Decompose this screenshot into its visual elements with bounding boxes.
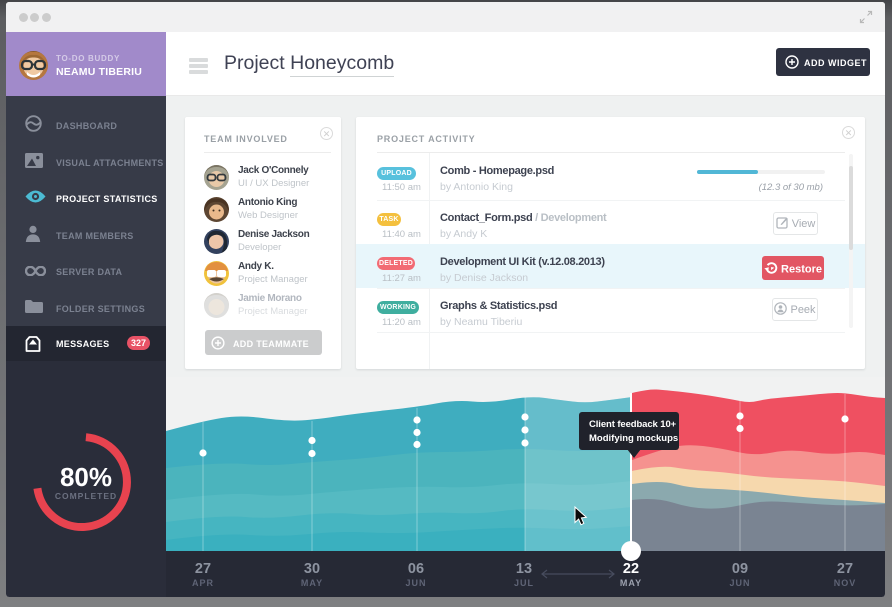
svg-text:APR: APR (192, 578, 214, 588)
svg-text:13: 13 (516, 561, 532, 577)
svg-text:30: 30 (304, 561, 320, 577)
svg-text:06: 06 (408, 561, 424, 577)
svg-text:Modifying mockups: Modifying mockups (589, 433, 678, 444)
svg-text:MAY: MAY (620, 578, 642, 588)
svg-text:JUL: JUL (514, 578, 534, 588)
svg-text:27: 27 (837, 561, 853, 577)
svg-text:Client feedback 10+: Client feedback 10+ (589, 419, 677, 430)
svg-text:JUN: JUN (729, 578, 750, 588)
svg-text:NOV: NOV (834, 578, 857, 588)
svg-text:09: 09 (732, 561, 748, 577)
svg-text:27: 27 (195, 561, 211, 577)
svg-text:22: 22 (623, 561, 639, 577)
svg-text:JUN: JUN (405, 578, 426, 588)
svg-text:MAY: MAY (301, 578, 323, 588)
